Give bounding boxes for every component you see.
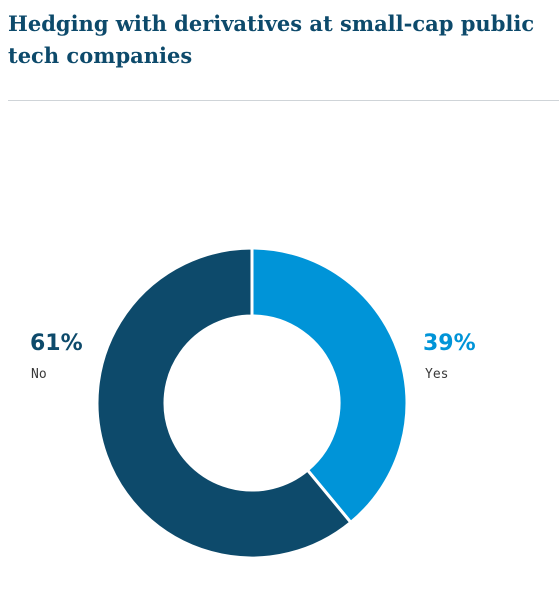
- slice-value-label-yes: 39%: [423, 331, 476, 356]
- donut-slice-no: [95, 246, 353, 560]
- slice-category-label-no: No: [31, 367, 47, 382]
- chart-title: Hedging with derivatives at small-cap pu…: [8, 11, 535, 68]
- donut-slices: [95, 246, 409, 560]
- title-divider: [8, 100, 559, 101]
- slice-value-label-no: 61%: [30, 331, 83, 356]
- slice-category-label-yes: Yes: [425, 367, 449, 382]
- donut-slice-yes: [250, 246, 409, 525]
